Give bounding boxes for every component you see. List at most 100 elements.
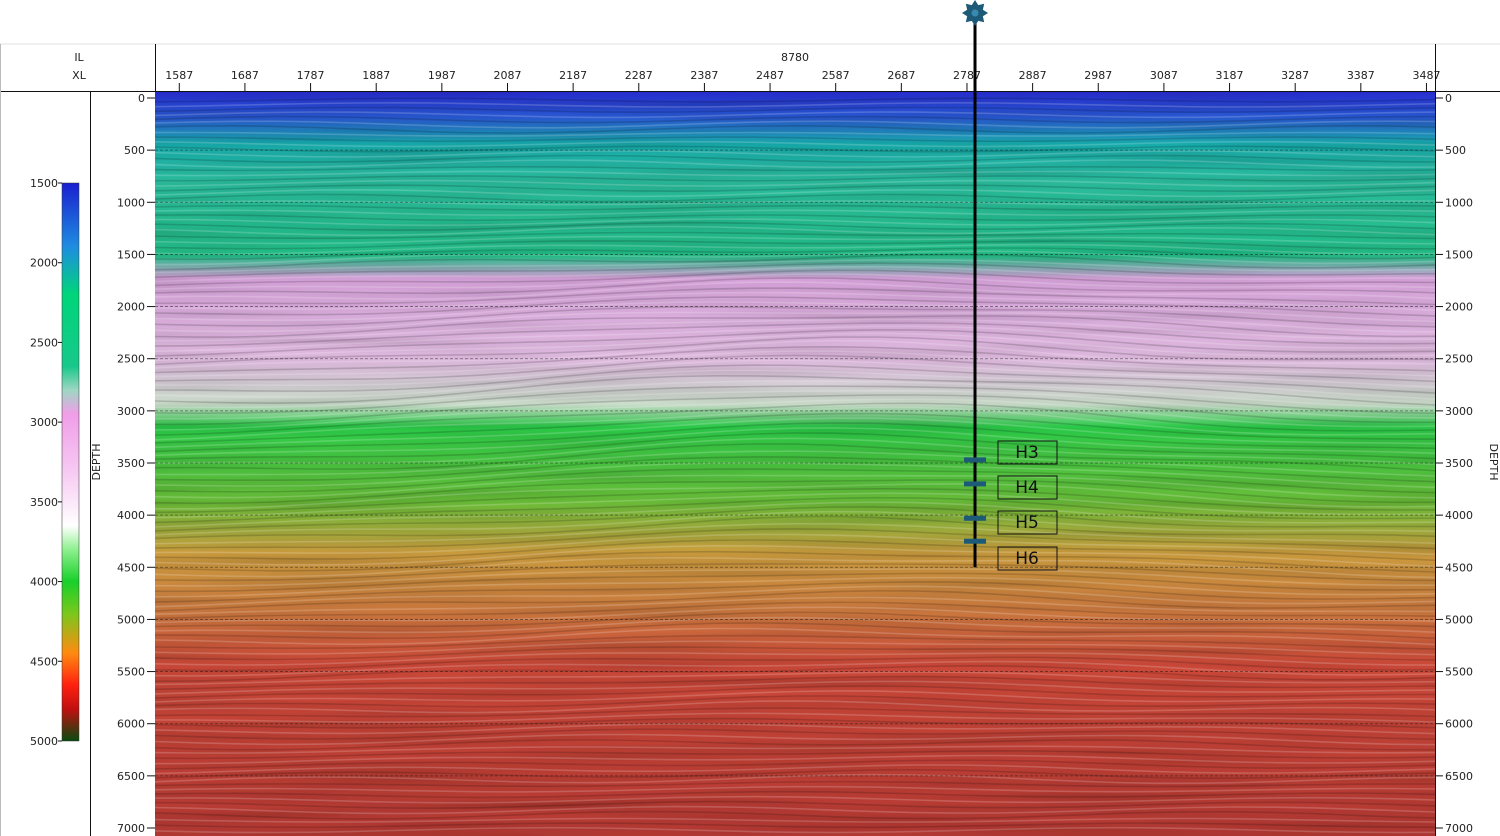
well-layer: H3 H4 H5 H6: [962, 0, 1058, 571]
depth-tick-label: 7000: [1445, 822, 1473, 835]
reflector-line: [155, 675, 1435, 691]
depth-tick-label: 6500: [117, 770, 145, 783]
reflector-line: [155, 374, 1435, 406]
xl-label: XL: [72, 69, 87, 82]
depth-axis-title-right: DEPTH: [1487, 443, 1500, 480]
xl-tick-label: 2787: [953, 69, 981, 82]
horizon-marker[interactable]: [964, 481, 987, 487]
horizon-marker[interactable]: [964, 538, 987, 544]
horizon-label-frame: [997, 475, 1058, 500]
reflector-line: [155, 273, 1435, 290]
reflector-line: [155, 101, 1435, 108]
reflector-line: [155, 754, 1435, 765]
reflector-line: [155, 231, 1435, 240]
reflector-line: [155, 695, 1435, 708]
reflector-line: [155, 576, 1435, 598]
reflector-line: [155, 412, 1435, 444]
reflector-line: [155, 690, 1435, 703]
reflector-line: [155, 150, 1435, 158]
reflector-line: [155, 140, 1435, 148]
reflector-line: [155, 616, 1435, 634]
depth-tick-label: 6500: [1445, 770, 1473, 783]
reflector-line: [155, 240, 1435, 250]
depth-tick-label: 5000: [1445, 613, 1473, 626]
reflector-line: [155, 528, 1435, 550]
well-symbol-center: [971, 9, 979, 17]
depth-tick-label: 6000: [1445, 718, 1473, 731]
reflector-line: [155, 359, 1435, 388]
horizon-marker[interactable]: [964, 515, 987, 521]
colorbar-tick-label: 2500: [30, 336, 58, 349]
xl-tick-label: 2687: [887, 69, 915, 82]
reflector-line: [155, 432, 1435, 460]
reflector-line: [155, 496, 1435, 524]
reflector-line: [155, 422, 1435, 453]
reflector-line: [155, 277, 1435, 295]
reflector-line: [155, 483, 1435, 510]
depth-tick-label: 2000: [117, 301, 145, 314]
reflector-line: [155, 780, 1435, 788]
reflector-line: [155, 350, 1435, 378]
depth-tick-label: 1500: [1445, 248, 1473, 261]
reflector-line: [155, 745, 1435, 754]
reflector-line: [155, 385, 1435, 415]
reflector-line: [155, 810, 1435, 820]
reflector-line: [155, 652, 1435, 666]
gas-well-icon[interactable]: [962, 0, 989, 26]
reflector-line: [155, 539, 1435, 562]
colorbar-tick-label: 2000: [30, 257, 58, 270]
horizon-marker[interactable]: [964, 457, 987, 463]
il-label: IL: [74, 51, 84, 64]
horizon-label-box[interactable]: H3: [997, 440, 1058, 465]
depth-tick-label: 4500: [117, 561, 145, 574]
reflector-line: [155, 235, 1435, 245]
reflector-line: [155, 533, 1435, 556]
il-value: 8780: [781, 51, 809, 64]
horizon-label-box[interactable]: H4: [997, 475, 1058, 500]
depth-tick-label: 3000: [1445, 405, 1473, 418]
horizon-label-box[interactable]: H5: [997, 510, 1058, 535]
reflector-line: [155, 759, 1435, 770]
colorbar-tick-label: 3500: [30, 496, 58, 509]
horizon-label: H5: [1015, 513, 1039, 533]
reflector-line: [155, 345, 1435, 374]
velocity-colorbar: 1500 2000 2500 3000 3500 4000 4500 5000: [30, 177, 80, 748]
reflector-line: [155, 332, 1435, 362]
depth-tick-label: 3500: [117, 457, 145, 470]
reflector-line: [155, 640, 1435, 656]
reflector-line: [155, 175, 1435, 182]
reflector-line: [155, 364, 1435, 394]
reflector-line: [155, 184, 1435, 193]
horizon-label-box[interactable]: H6: [997, 546, 1058, 571]
xl-tick-label: 3287: [1281, 69, 1309, 82]
horizon-label: H3: [1015, 443, 1039, 463]
xl-tick-label: 3187: [1216, 69, 1244, 82]
reflector-line: [155, 287, 1435, 306]
horizon-label-frame: [997, 546, 1058, 571]
reflector-line: [155, 596, 1435, 616]
reflector-line: [155, 265, 1435, 283]
depth-tick-label: 5500: [117, 666, 145, 679]
reflector-line: [155, 556, 1435, 579]
reflector-line: [155, 671, 1435, 686]
depth-tick-label: 1000: [117, 196, 145, 209]
reflector-line: [155, 456, 1435, 483]
reflector-line: [155, 795, 1435, 804]
reflector-line: [155, 394, 1435, 426]
depth-tick-label: 500: [1445, 144, 1466, 157]
reflector-line: [155, 474, 1435, 499]
depth-tick-label: 2500: [1445, 353, 1473, 366]
xl-tick-label: 2287: [625, 69, 653, 82]
reflector-line: [155, 437, 1435, 466]
reflector-line: [155, 329, 1435, 357]
reflector-line: [155, 218, 1435, 227]
reflector-line: [155, 707, 1435, 718]
reflector-line: [155, 253, 1435, 271]
colorbar-tick-label: 1500: [30, 177, 58, 190]
reflector-line: [155, 622, 1435, 640]
reflector-line: [155, 739, 1435, 751]
reflector-line: [155, 515, 1435, 540]
depth-tick-label: 500: [124, 144, 145, 157]
xl-tick-label: 1887: [362, 69, 390, 82]
